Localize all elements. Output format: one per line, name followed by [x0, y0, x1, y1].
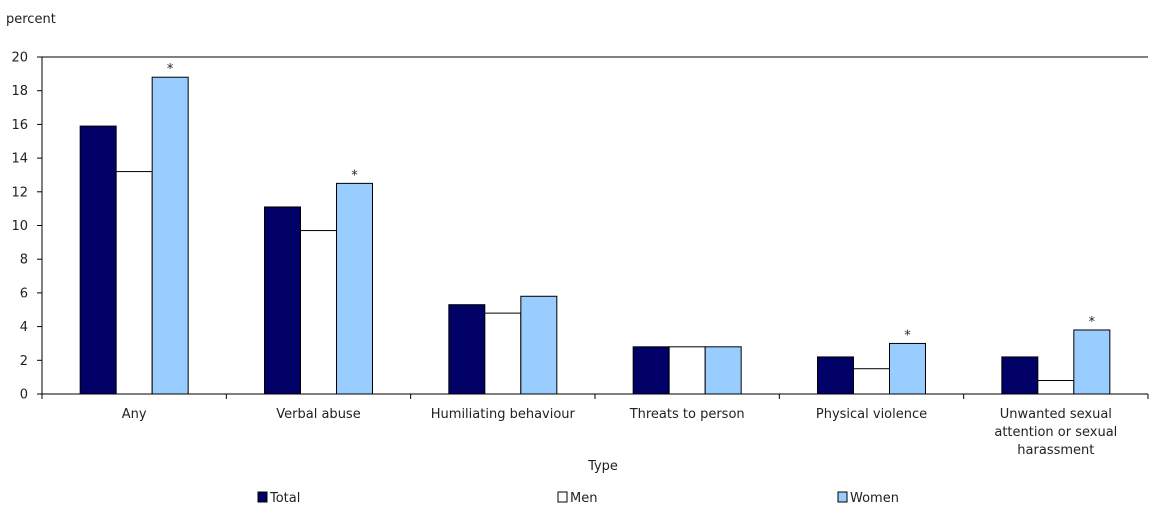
- y-axis: 0 2 4 6 8 10 12 14 16 18 20: [11, 51, 1148, 403]
- bar-men-1: [300, 230, 337, 395]
- x-tick-label: Threats to person: [629, 407, 745, 422]
- x-tick-label: Verbal abuse: [276, 407, 360, 422]
- x-tick-label: Humiliating behaviour: [431, 407, 576, 422]
- bar-men-0: [115, 171, 153, 395]
- bar-women-1: [336, 182, 373, 395]
- bar-total-1: [264, 206, 301, 395]
- y-axis-label: percent: [6, 12, 56, 27]
- x-tick-label: harassment: [1017, 443, 1094, 458]
- x-tick-label: Unwanted sexual: [1000, 407, 1112, 422]
- bar-women-0: [151, 76, 189, 395]
- y-tick-label: 18: [11, 84, 28, 99]
- legend-swatch-total: [257, 491, 268, 503]
- y-tick-label: 4: [20, 320, 28, 335]
- bar-total-5: [1001, 356, 1039, 395]
- bar-men-2: [484, 312, 522, 395]
- x-tick-label: Any: [122, 407, 147, 422]
- bar-men-4: [853, 368, 890, 395]
- y-tick-label: 20: [11, 51, 28, 66]
- significance-marker: *: [351, 168, 358, 183]
- significance-marker: *: [1089, 315, 1096, 330]
- legend-label-women: Women: [850, 491, 899, 506]
- significance-marker: *: [167, 62, 174, 77]
- bar-total-4: [817, 356, 854, 395]
- bar-total-0: [79, 125, 117, 395]
- y-tick-label: 16: [11, 118, 28, 133]
- x-tick-label: Physical violence: [816, 407, 927, 422]
- bar-men-3: [668, 346, 706, 395]
- y-tick-label: 14: [11, 152, 28, 167]
- bar-total-2: [448, 304, 486, 395]
- bar-women-2: [520, 295, 558, 395]
- y-tick-label: 10: [11, 219, 28, 234]
- legend-label-men: Men: [570, 491, 597, 506]
- bars: [79, 76, 1111, 395]
- y-tick-label: 6: [20, 286, 28, 301]
- legend-swatch-women: [837, 491, 848, 503]
- bar-total-3: [632, 346, 670, 395]
- bar-women-5: [1073, 329, 1111, 395]
- bar-men-5: [1037, 380, 1075, 395]
- significance-markers: * * * *: [167, 62, 1096, 343]
- legend: Total Men Women: [257, 491, 899, 506]
- legend-swatch-men: [557, 491, 568, 503]
- x-axis-label: Type: [587, 459, 618, 474]
- legend-label-total: Total: [269, 491, 300, 506]
- y-tick-label: 2: [20, 354, 28, 369]
- y-tick-label: 12: [11, 185, 28, 200]
- y-tick-label: 8: [20, 253, 28, 268]
- y-tick-label: 0: [20, 388, 28, 403]
- bar-women-3: [704, 346, 742, 395]
- x-axis: Any Verbal abuse Humiliating behaviour Thre…: [41, 393, 1149, 458]
- bar-women-4: [889, 342, 926, 395]
- x-tick-label: attention or sexual: [994, 425, 1117, 440]
- significance-marker: *: [904, 328, 911, 343]
